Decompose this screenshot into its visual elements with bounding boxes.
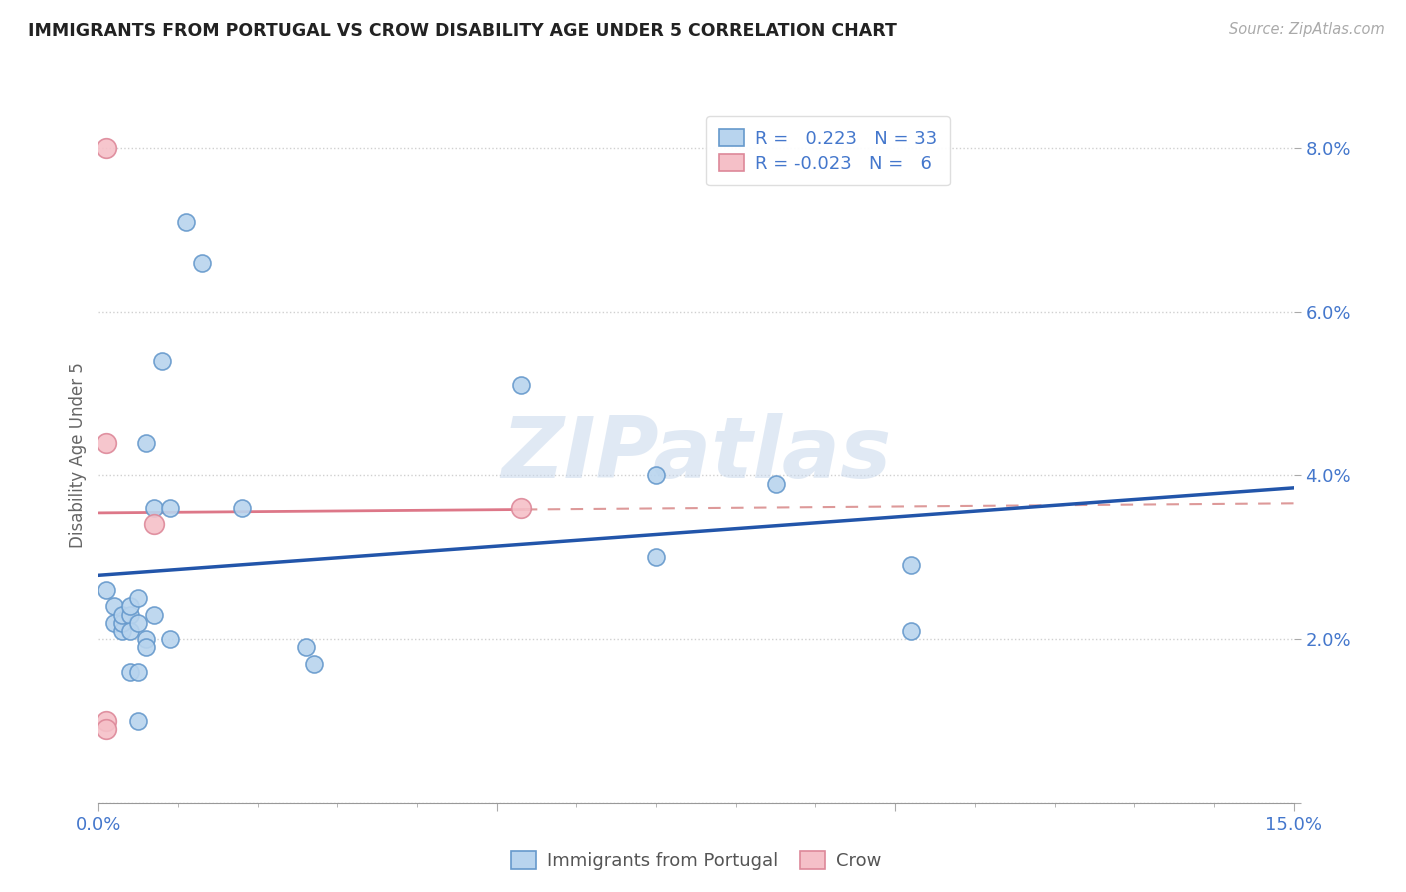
Point <box>150 353 173 368</box>
Text: Source: ZipAtlas.com: Source: ZipAtlas.com <box>1229 22 1385 37</box>
Point <box>191 255 214 269</box>
Point <box>159 632 181 646</box>
Point <box>135 435 157 450</box>
Point <box>509 378 531 392</box>
Point <box>120 624 142 638</box>
Point <box>111 615 134 630</box>
Point <box>159 501 181 516</box>
Point <box>111 607 134 622</box>
Text: ZIPatlas: ZIPatlas <box>501 413 891 497</box>
Point <box>127 714 149 728</box>
Point <box>96 714 118 728</box>
Text: IMMIGRANTS FROM PORTUGAL VS CROW DISABILITY AGE UNDER 5 CORRELATION CHART: IMMIGRANTS FROM PORTUGAL VS CROW DISABIL… <box>28 22 897 40</box>
Point <box>96 582 118 597</box>
Point <box>143 517 166 532</box>
Point <box>127 615 149 630</box>
Point <box>302 657 325 671</box>
Point <box>96 722 118 736</box>
Point <box>143 607 166 622</box>
Legend: Immigrants from Portugal, Crow: Immigrants from Portugal, Crow <box>503 844 889 877</box>
Point <box>231 501 253 516</box>
Point <box>127 665 149 679</box>
Point <box>143 501 166 516</box>
Point <box>103 615 125 630</box>
Point <box>127 591 149 606</box>
Point <box>645 468 668 483</box>
Point <box>174 214 197 228</box>
Point <box>120 607 142 622</box>
Y-axis label: Disability Age Under 5: Disability Age Under 5 <box>69 362 87 548</box>
Point <box>645 550 668 565</box>
Point <box>765 476 787 491</box>
Point <box>96 141 118 155</box>
Point <box>900 624 922 638</box>
Point <box>103 599 125 614</box>
Point <box>509 501 531 516</box>
Point <box>120 665 142 679</box>
Point <box>135 640 157 655</box>
Point <box>900 558 922 573</box>
Point <box>135 632 157 646</box>
Point <box>294 640 316 655</box>
Point <box>111 624 134 638</box>
Point <box>120 599 142 614</box>
Point <box>96 435 118 450</box>
